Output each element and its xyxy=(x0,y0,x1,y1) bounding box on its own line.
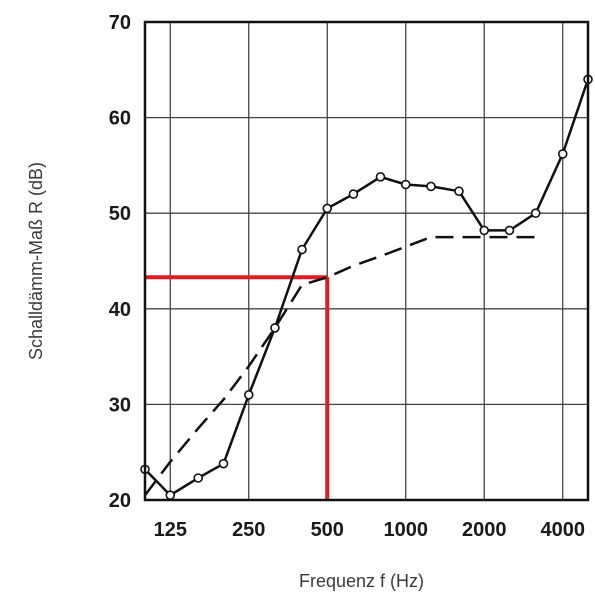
y-tick-label: 70 xyxy=(109,12,131,34)
data-point-marker xyxy=(454,186,464,197)
reference-curve-line xyxy=(144,235,536,496)
data-point-marker xyxy=(165,490,176,501)
data-point-marker xyxy=(297,244,307,255)
y-tick-label: 40 xyxy=(109,299,131,321)
plot-frame xyxy=(143,20,590,502)
highlight-lines xyxy=(145,275,330,500)
x-tick-labels: 125 250 500 1000 2000 4000 xyxy=(154,519,585,541)
data-point-marker xyxy=(270,323,280,333)
data-point-marker xyxy=(530,208,541,218)
x-tick-label: 1000 xyxy=(383,519,428,541)
data-point-marker xyxy=(375,172,386,182)
y-tick-label: 60 xyxy=(109,108,131,130)
x-axis-label: Frequenz f (Hz) xyxy=(299,571,424,591)
y-tick-labels: 20 30 40 50 60 70 xyxy=(109,12,131,512)
data-point-marker xyxy=(557,149,568,159)
data-point-marker xyxy=(348,189,359,199)
data-point-marker xyxy=(479,225,490,236)
y-axis-label: Schalldämm-Maß R (dB) xyxy=(26,162,46,360)
y-tick-label: 30 xyxy=(109,394,131,416)
x-tick-label: 2000 xyxy=(462,519,507,541)
x-tick-label: 125 xyxy=(154,519,187,541)
y-tick-label: 50 xyxy=(109,203,131,225)
data-point-marker xyxy=(400,179,411,190)
data-point-marker xyxy=(193,473,204,483)
data-point-marker xyxy=(426,181,436,192)
x-tick-label: 4000 xyxy=(540,519,585,541)
data-point-marker xyxy=(322,203,333,214)
data-point-marker xyxy=(504,225,515,236)
measured-curve-line xyxy=(144,78,590,497)
data-point-marker xyxy=(243,390,254,400)
y-tick-label: 20 xyxy=(109,490,131,512)
data-point-marker xyxy=(218,458,229,469)
x-tick-label: 250 xyxy=(232,519,265,541)
series-layer xyxy=(140,74,593,501)
x-tick-label: 500 xyxy=(311,519,344,541)
